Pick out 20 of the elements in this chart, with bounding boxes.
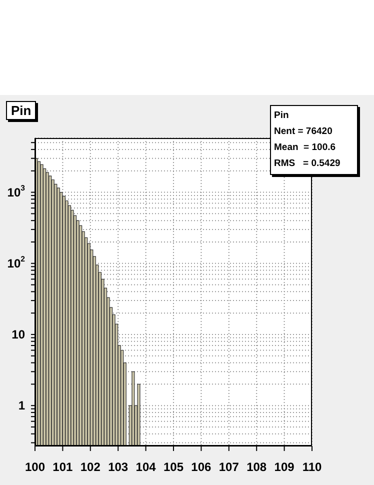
x-tick-label: 108: [246, 460, 267, 474]
y-tick-label: 10: [12, 327, 26, 342]
y-tick-label: 1: [18, 398, 26, 413]
x-tick-label: 105: [163, 460, 184, 474]
annotation: RMS = 0.5429: [274, 157, 342, 171]
text: Nent = 76420: [274, 125, 334, 139]
chart-title: Pin: [6, 101, 36, 120]
x-tick-label: 102: [80, 460, 101, 474]
x-tick-label: 101: [52, 460, 74, 474]
x-tick-label: 106: [191, 460, 212, 474]
x-tick-label: 100: [24, 460, 46, 474]
x-tick-label: 104: [136, 460, 156, 474]
text: Pin: [274, 109, 290, 123]
x-tick-label: 109: [274, 460, 295, 474]
annotation: Mean = 100.6: [274, 141, 337, 155]
y-tick-label: 10$^{3}$: [7, 183, 26, 200]
x-tick-label: 107: [218, 460, 240, 474]
y-tick-label: 10$^{2}$: [7, 254, 26, 270]
x-tick-label: 103: [108, 460, 128, 474]
x-tick-label: 110: [302, 460, 322, 474]
